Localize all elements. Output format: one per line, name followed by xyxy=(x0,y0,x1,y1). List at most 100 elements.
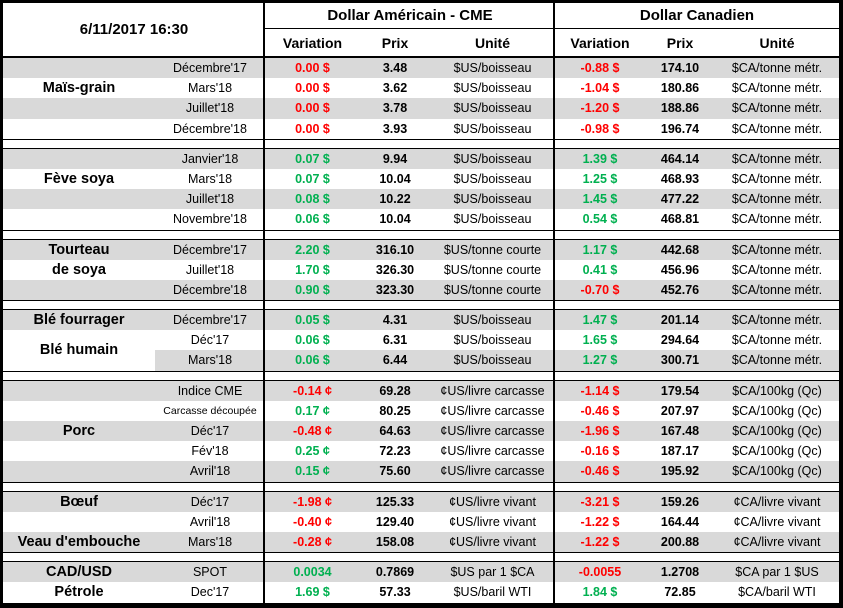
label-spacer xyxy=(3,209,155,229)
usd-price-cell: 69.28 xyxy=(379,383,411,398)
commodity-label: Tourteau de soya xyxy=(3,240,155,280)
commodity-section: Déc'17 -1.98 ¢ 125.33 ¢US/livre vivant -3.21… xyxy=(3,490,839,554)
label-spacer xyxy=(3,512,155,532)
usd-price-cell: 75.60 xyxy=(379,464,411,479)
usd-unit-cell: ¢US/livre vivant xyxy=(449,494,536,509)
label-spacer xyxy=(3,401,155,421)
table-row: Déc'17 -0.48 ¢ 64.63 ¢US/livre carcasse -1.9… xyxy=(3,421,839,442)
commodity-section: Indice CME -0.14 ¢ 69.28 ¢US/livre carcasse… xyxy=(3,379,839,483)
usd-unit-cell: ¢US/livre carcasse xyxy=(440,403,545,418)
cad-price-cell: 179.54 xyxy=(660,383,700,398)
commodity-label-line: Blé humain xyxy=(39,342,119,359)
cad-price-cell: 477.22 xyxy=(660,192,700,207)
cad-price-cell: 456.96 xyxy=(660,262,700,277)
usd-price-cell: 125.33 xyxy=(375,494,415,509)
commodity-label: Maïs-grain xyxy=(3,58,155,119)
usd-unit-cell: $US/boisseau xyxy=(453,353,532,368)
table-row: Juillet'18 1.70 $ 326.30 $US/tonne courte 0.… xyxy=(3,260,839,280)
contract-cell: Dec'17 xyxy=(190,585,230,600)
usd-unit-cell: $US/boisseau xyxy=(453,171,532,186)
label-spacer xyxy=(3,441,155,461)
cad-price-cell: 196.74 xyxy=(660,121,700,136)
table-row: Janvier'18 0.07 $ 9.94 $US/boisseau 1.39 $ 46… xyxy=(3,148,839,169)
contract-cell: Avril'18 xyxy=(189,464,231,479)
cad-price-cell: 180.86 xyxy=(660,81,700,96)
cad-variation-cell: -0.98 $ xyxy=(580,121,620,136)
commodity-label-line: Porc xyxy=(62,423,96,440)
usd-variation-cell: 0.00 $ xyxy=(295,101,330,116)
cad-variation-cell: -0.70 $ xyxy=(580,282,620,297)
table-row: Mars'18 -0.28 ¢ 158.08 ¢US/livre vivant -1.2… xyxy=(3,531,839,553)
contract-cell: Novembre'18 xyxy=(173,212,247,227)
cad-unit-cell: $CA/tonne métr. xyxy=(731,192,823,207)
contract-cell: Janvier'18 xyxy=(181,151,239,166)
cad-unit-cell: $CA par 1 $US xyxy=(735,565,819,580)
table-row: Déc'17 0.06 $ 6.31 $US/boisseau 1.65 $ 294.64… xyxy=(3,330,839,350)
cad-unit-cell: $CA/tonne métr. xyxy=(731,353,823,368)
commodity-label: Veau d'embouche xyxy=(3,532,155,552)
cad-variation-cell: -0.46 $ xyxy=(580,464,620,479)
contract-cell: Mars'18 xyxy=(187,81,233,96)
report-datetime: 6/11/2017 16:30 xyxy=(79,21,189,38)
usd-variation-cell: -0.28 ¢ xyxy=(293,534,332,549)
contract-cell: Mars'18 xyxy=(187,534,233,549)
cad-unit-cell: $CA/100kg (Qc) xyxy=(732,424,822,438)
commodity-label: Pétrole xyxy=(3,582,155,602)
commodity-section: SPOT 0.0034 0.7869 $US par 1 $CA -0.0055 1.27… xyxy=(3,561,839,602)
cad-unit-cell: $CA/tonne métr. xyxy=(731,212,823,227)
cad-unit-cell: $CA/tonne métr. xyxy=(731,242,823,257)
usd-price-cell: 3.62 xyxy=(382,81,408,96)
usd-variation-cell: 0.07 $ xyxy=(295,171,330,186)
usd-unit-cell: ¢US/livre vivant xyxy=(449,514,536,529)
cad-variation-cell: 1.65 $ xyxy=(582,333,618,348)
usd-unit-cell: ¢US/livre carcasse xyxy=(440,444,545,459)
table-row: Indice CME -0.14 ¢ 69.28 ¢US/livre carcasse… xyxy=(3,380,839,401)
contract-cell: Carcasse découpée xyxy=(163,404,257,417)
cad-variation-cell: -1.22 $ xyxy=(580,534,620,549)
cad-price-cell: 167.48 xyxy=(660,424,700,438)
table-row: Novembre'18 0.06 $ 10.04 $US/boisseau 0.54 $… xyxy=(3,209,839,229)
table-row: Avril'18 0.15 ¢ 75.60 ¢US/livre carcasse -0.… xyxy=(3,461,839,482)
cad-price-cell: 452.76 xyxy=(660,282,700,297)
cad-unit-cell: $CA/100kg (Qc) xyxy=(732,403,822,418)
commodity-label-line: Maïs-grain xyxy=(42,80,116,97)
usd-price-cell: 323.30 xyxy=(375,282,415,297)
cad-unit-cell: $CA/tonne métr. xyxy=(731,171,823,186)
table-header: 6/11/2017 16:30 Dollar Américain - CME V… xyxy=(3,3,839,58)
usd-unit-cell: $US/boisseau xyxy=(453,101,532,116)
cad-unit-cell: $CA/100kg (Qc) xyxy=(732,464,822,479)
cad-unit-cell: $CA/baril WTI xyxy=(738,585,816,600)
commodity-label-line: Tourteau xyxy=(48,241,110,258)
table-body: Décembre'17 0.00 $ 3.48 $US/boisseau -0.88 $… xyxy=(3,58,839,603)
cad-price-cell: 300.71 xyxy=(660,353,700,368)
table-row: Mars'18 0.00 $ 3.62 $US/boisseau -1.04 $ 180.… xyxy=(3,78,839,98)
table-row: Décembre'18 0.90 $ 323.30 $US/tonne courte -… xyxy=(3,279,839,301)
usd-price-cell: 10.22 xyxy=(379,192,411,207)
commodity-label-line: CAD/USD xyxy=(45,564,113,581)
usd-unit-cell: ¢US/livre vivant xyxy=(449,534,536,549)
usd-variation-cell: -1.98 ¢ xyxy=(293,494,332,509)
cad-price-cell: 468.81 xyxy=(660,212,700,227)
cad-variation-cell: 1.45 $ xyxy=(582,192,618,207)
cad-price-cell: 187.17 xyxy=(660,444,700,459)
usd-unit-cell: $US/boisseau xyxy=(453,313,532,328)
commodity-label-line: Pétrole xyxy=(54,584,104,601)
table-row: Juillet'18 0.08 $ 10.22 $US/boisseau 1.45 $ 4… xyxy=(3,189,839,210)
usd-header-block: Dollar Américain - CME Variation Prix Un… xyxy=(265,3,555,56)
usd-variation-cell: 0.00 $ xyxy=(295,61,330,75)
commodity-label: Blé fourrager xyxy=(3,310,155,330)
table-row: Fév'18 0.25 ¢ 72.23 ¢US/livre carcasse -0.16… xyxy=(3,441,839,461)
cad-unit-cell: $CA/tonne métr. xyxy=(731,81,823,96)
usd-unite-column-header: Unité xyxy=(475,34,510,51)
commodity-label-line: Veau d'embouche xyxy=(17,533,141,550)
usd-price-cell: 6.31 xyxy=(382,333,408,348)
usd-price-cell: 10.04 xyxy=(379,171,411,186)
usd-variation-column-header: Variation xyxy=(282,34,343,51)
section-gap xyxy=(3,139,839,148)
contract-cell: Mars'18 xyxy=(187,171,233,186)
cad-unit-cell: $CA/tonne métr. xyxy=(731,121,823,136)
contract-cell: Juillet'18 xyxy=(185,262,235,277)
cad-variation-cell: -1.14 $ xyxy=(580,383,620,398)
commodity-label: Blé humain xyxy=(3,330,155,370)
usd-price-cell: 0.7869 xyxy=(375,565,415,580)
